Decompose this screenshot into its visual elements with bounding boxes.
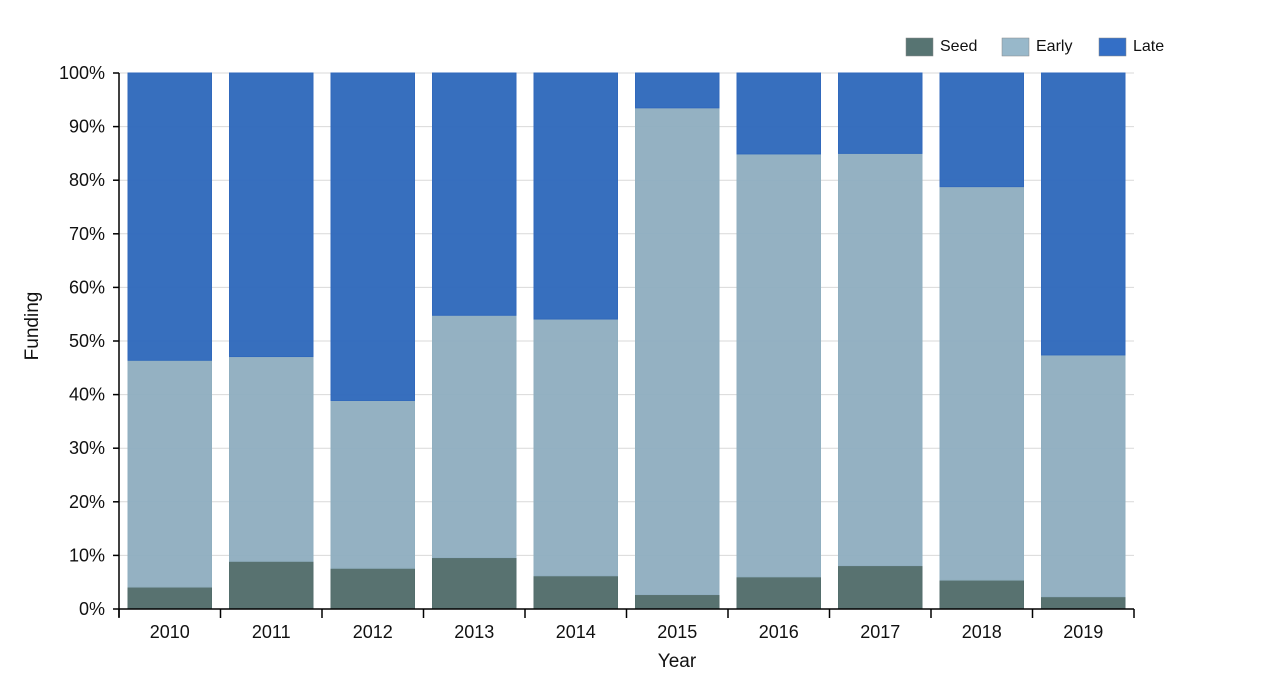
bar-early-2015[interactable] <box>635 107 720 596</box>
x-tick-label: 2018 <box>962 622 1002 642</box>
y-tick-label: 10% <box>69 545 105 565</box>
legend-label-late[interactable]: Late <box>1133 38 1164 55</box>
y-tick-label: 100% <box>59 63 105 83</box>
x-tick-label: 2012 <box>353 622 393 642</box>
bar-seed-2014[interactable] <box>533 575 618 610</box>
bar-seed-2017[interactable] <box>838 565 923 610</box>
bar-late-2015[interactable] <box>635 72 720 109</box>
bar-seed-2012[interactable] <box>330 567 415 610</box>
bar-seed-2011[interactable] <box>229 560 314 610</box>
legend-swatch-seed[interactable] <box>905 37 934 57</box>
x-tick-label: 2019 <box>1063 622 1103 642</box>
bar-seed-2010[interactable] <box>127 586 212 610</box>
x-axis-title: Year <box>658 651 697 672</box>
x-tick-label: 2011 <box>252 622 291 642</box>
y-tick-label: 40% <box>69 385 105 405</box>
bar-early-2017[interactable] <box>838 152 923 567</box>
bar-late-2012[interactable] <box>330 72 415 401</box>
x-tick-label: 2014 <box>556 622 596 642</box>
x-tick-label: 2013 <box>454 622 494 642</box>
y-axis: 0% 10% 20% 30% 40% 50% 60% 70% 80% 90% 100% <box>59 63 120 619</box>
bar-late-2010[interactable] <box>127 72 212 361</box>
x-tick-label: 2015 <box>657 622 697 642</box>
bar-early-2010[interactable] <box>127 359 212 588</box>
bar-early-2011[interactable] <box>229 356 314 562</box>
x-tick-label: 2010 <box>150 622 190 642</box>
bar-early-2014[interactable] <box>533 318 618 577</box>
x-tick-label: 2016 <box>759 622 799 642</box>
legend-swatch-late[interactable] <box>1098 37 1127 57</box>
y-tick-label: 70% <box>69 224 105 244</box>
legend: Seed Early Late <box>905 37 1164 57</box>
bar-seed-2013[interactable] <box>432 557 517 610</box>
bar-early-2012[interactable] <box>330 399 415 569</box>
bars <box>127 72 1126 610</box>
bar-late-2018[interactable] <box>939 72 1024 188</box>
bar-seed-2018[interactable] <box>939 579 1024 610</box>
bar-late-2016[interactable] <box>736 72 821 155</box>
legend-label-early[interactable]: Early <box>1036 38 1072 55</box>
x-axis: 2010 2011 2012 2013 2014 2015 2016 2017 2018 2019 <box>118 608 1135 642</box>
bar-seed-2015[interactable] <box>635 594 720 610</box>
bar-late-2013[interactable] <box>432 72 517 316</box>
legend-label-seed[interactable]: Seed <box>940 38 977 55</box>
y-tick-label: 0% <box>79 599 105 619</box>
legend-swatch-early[interactable] <box>1001 37 1030 57</box>
y-tick-label: 90% <box>69 117 105 137</box>
bar-late-2017[interactable] <box>838 72 923 154</box>
bar-early-2019[interactable] <box>1041 354 1126 598</box>
y-tick-label: 20% <box>69 492 105 512</box>
y-tick-label: 30% <box>69 438 105 458</box>
bar-seed-2016[interactable] <box>736 576 821 610</box>
bar-seed-2019[interactable] <box>1041 596 1126 610</box>
y-tick-label: 80% <box>69 170 105 190</box>
bar-early-2016[interactable] <box>736 153 821 578</box>
x-tick-label: 2017 <box>860 622 900 642</box>
y-tick-label: 60% <box>69 277 105 297</box>
bar-late-2019[interactable] <box>1041 72 1126 356</box>
bar-late-2011[interactable] <box>229 72 314 358</box>
y-axis-title: Funding <box>22 292 43 361</box>
bar-early-2013[interactable] <box>432 314 517 559</box>
bar-early-2018[interactable] <box>939 186 1024 581</box>
bar-late-2014[interactable] <box>533 72 618 320</box>
y-tick-label: 50% <box>69 331 105 351</box>
